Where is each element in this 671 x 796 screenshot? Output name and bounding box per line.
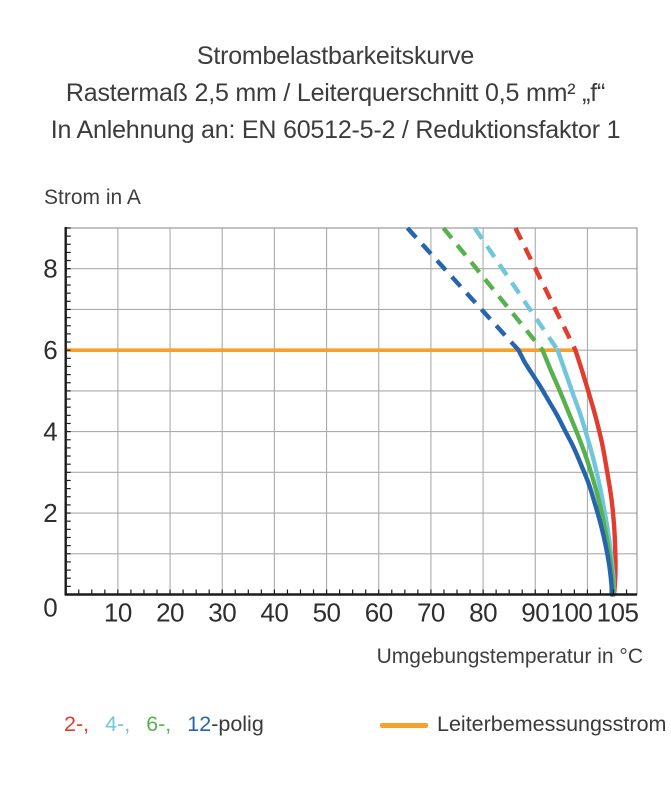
legend-pole-label: 12: [187, 712, 212, 736]
x-tick-label: 100: [550, 598, 592, 628]
chart-title-line-3: In Anlehnung an: EN 60512-5-2 / Reduktio…: [50, 116, 621, 144]
x-tick-label: 105: [597, 598, 639, 628]
curve-dashed-12-polig: [405, 226, 521, 352]
legend-pole-label: 4-,: [105, 712, 131, 736]
legend-pole-counts: 2-, 4-, 6-, 12-polig: [64, 712, 264, 737]
x-tick-label: 50: [313, 598, 341, 628]
legend-pole-label: 6-,: [146, 712, 172, 736]
curve-solid-2-polig: [573, 347, 618, 597]
x-axis-title: Umgebungstemperatur in °C: [376, 645, 643, 668]
legend-pole-label: 2-,: [64, 712, 90, 736]
rated-current-label: Leiterbemessungsstrom: [437, 712, 667, 736]
x-tick-label: 30: [208, 598, 236, 628]
x-tick-label: 70: [417, 598, 445, 628]
x-tick-label: 60: [365, 598, 393, 628]
y-tick-label: 2: [43, 498, 57, 528]
chart-title-line-2: Rastermaß 2,5 mm / Leiterquerschnitt 0,5…: [65, 79, 606, 107]
x-tick-label: 80: [469, 598, 497, 628]
plot-frame: [65, 227, 638, 596]
legend-pole-label: -polig: [211, 712, 264, 736]
y-tick-label: 0: [43, 593, 57, 623]
curve-solid-12-polig: [516, 347, 614, 597]
x-tick-label: 90: [521, 598, 549, 628]
y-tick-label: 6: [43, 335, 57, 365]
y-tick-label: 8: [43, 254, 57, 284]
curve-dashed-4-polig: [472, 226, 560, 352]
rated-current-line-swatch: [380, 723, 428, 728]
x-tick-label: 40: [260, 598, 288, 628]
y-tick-label: 4: [43, 417, 57, 447]
curve-dashed-6-polig: [441, 226, 545, 352]
curve-dashed-2-polig: [513, 227, 578, 352]
x-tick-label: 20: [156, 598, 184, 628]
y-axis-title: Strom in A: [44, 186, 141, 209]
x-tick-label: 10: [104, 598, 132, 628]
chart-title: Strombelastbarkeitskurve Rastermaß 2,5 m…: [0, 38, 671, 149]
chart-title-line-1: Strombelastbarkeitskurve: [196, 42, 475, 70]
